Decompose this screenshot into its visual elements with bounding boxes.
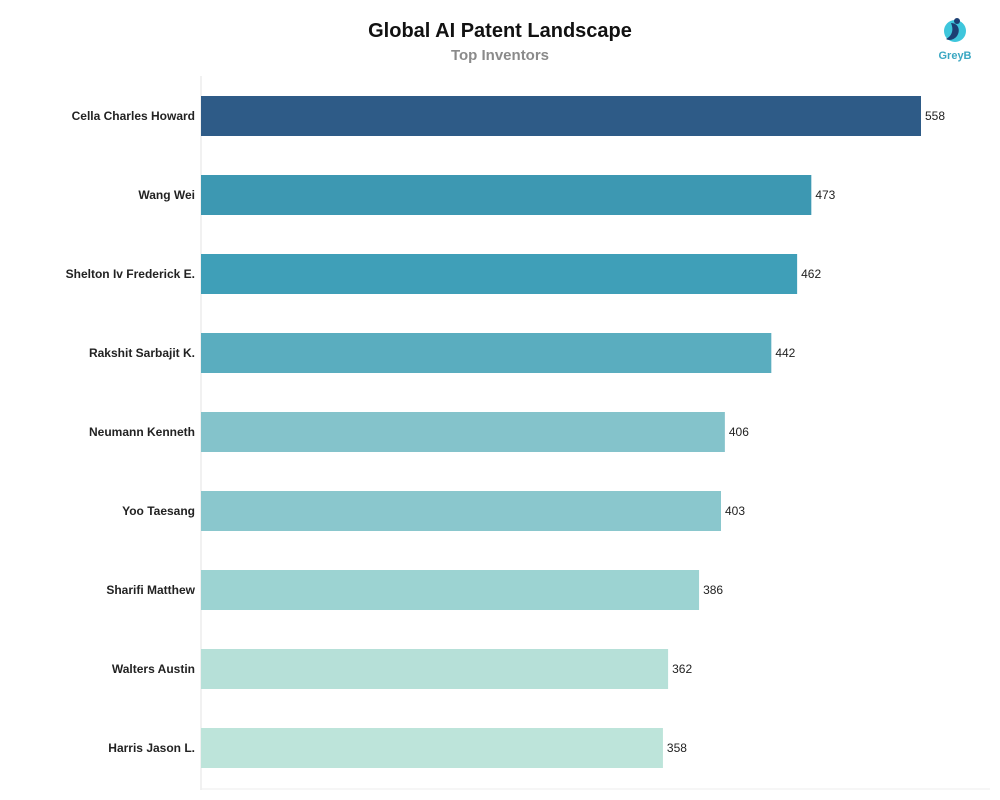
category-label: Sharifi Matthew xyxy=(106,583,195,597)
value-label: 403 xyxy=(725,504,745,518)
value-label: 386 xyxy=(703,583,723,597)
category-label: Neumann Kenneth xyxy=(89,425,195,439)
value-label: 473 xyxy=(815,188,835,202)
bar-7 xyxy=(201,570,700,610)
greyb-logo-icon xyxy=(944,18,966,42)
bar-8 xyxy=(201,649,669,689)
greyb-logo: GreyB xyxy=(932,14,978,64)
value-label: 362 xyxy=(672,662,692,676)
category-label: Rakshit Sarbajit K. xyxy=(89,346,195,360)
bar-1 xyxy=(201,96,921,136)
category-label: Yoo Taesang xyxy=(122,504,195,518)
bars-group: Cella Charles Howard 558 Wang Wei 473 Shelto… xyxy=(66,96,945,768)
bar-6 xyxy=(201,491,721,531)
value-label: 358 xyxy=(667,741,687,755)
bar-4 xyxy=(201,333,772,373)
value-label: 406 xyxy=(729,425,749,439)
bar-5 xyxy=(201,412,725,452)
value-label: 462 xyxy=(801,267,821,281)
category-label: Walters Austin xyxy=(112,662,195,676)
bar-9 xyxy=(201,728,663,768)
bar-2 xyxy=(201,175,812,215)
value-label: 442 xyxy=(775,346,795,360)
category-label: Shelton Iv Frederick E. xyxy=(66,267,195,281)
category-label: Wang Wei xyxy=(138,188,195,202)
logo-text: GreyB xyxy=(938,50,972,62)
bar-3 xyxy=(201,254,798,294)
value-label: 558 xyxy=(925,109,945,123)
category-label: Cella Charles Howard xyxy=(72,109,195,123)
chart-title: Global AI Patent Landscape xyxy=(368,20,632,42)
category-label: Harris Jason L. xyxy=(108,741,195,755)
chart-subtitle: Top Inventors xyxy=(450,47,550,64)
